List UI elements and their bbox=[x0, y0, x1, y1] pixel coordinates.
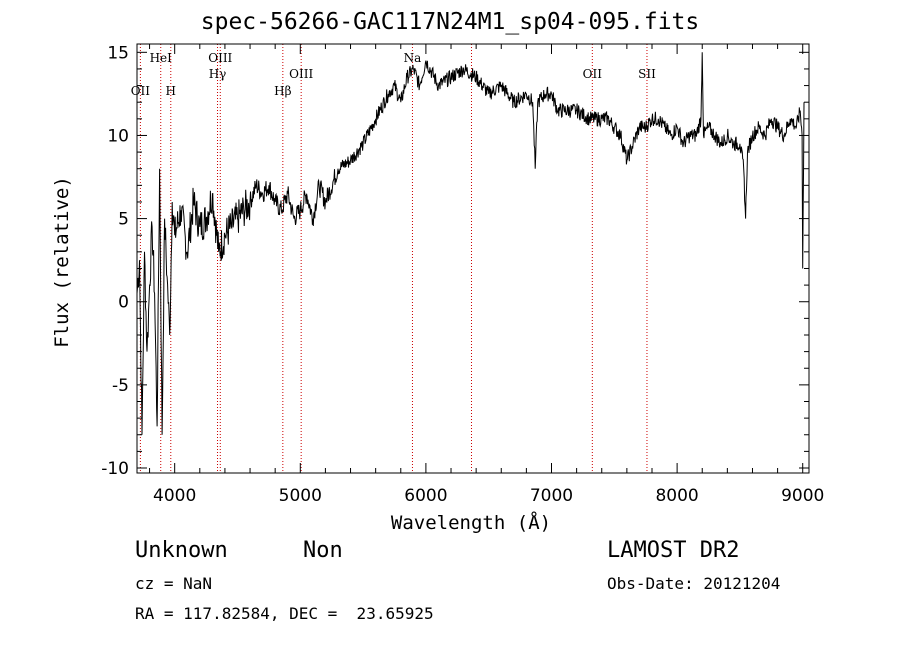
spectral-line-label: H bbox=[166, 84, 176, 98]
spectral-line-label: Hγ bbox=[209, 67, 227, 81]
spectral-line-label: Na bbox=[404, 51, 422, 65]
spectrum-line bbox=[136, 52, 805, 435]
spectral-line-label: OIII bbox=[289, 67, 313, 81]
y-tick-label: -5 bbox=[112, 376, 129, 396]
x-tick-label: 4000 bbox=[153, 486, 196, 506]
obs-date-text: Obs-Date: 20121204 bbox=[607, 574, 781, 593]
object-subclass: Non bbox=[303, 538, 343, 563]
survey-name: LAMOST DR2 bbox=[607, 538, 740, 563]
plot-frame bbox=[136, 43, 810, 474]
y-tick-label: 0 bbox=[118, 293, 129, 313]
y-tick-label: 15 bbox=[107, 43, 129, 63]
spectral-line-label: SII bbox=[638, 67, 656, 81]
x-tick-label: 5000 bbox=[279, 486, 322, 506]
y-tick-label: 10 bbox=[107, 126, 129, 146]
x-axis-label: Wavelength (Å) bbox=[391, 511, 551, 534]
x-tick-label: 6000 bbox=[404, 486, 447, 506]
axis-ticks: 4000 5000 6000 7000 8000 9000 -10 -5 0 5 10 15 bbox=[101, 43, 824, 506]
y-tick-label: 5 bbox=[118, 210, 129, 230]
spectral-line-label: Hβ bbox=[274, 84, 291, 98]
redshift-text: cz = NaN bbox=[135, 574, 213, 593]
spectral-line-label: HeI bbox=[150, 51, 173, 65]
spectral-line-label: OII bbox=[583, 67, 603, 81]
coordinates-text: RA = 117.82584, DEC = 23.65925 bbox=[135, 604, 434, 623]
spectral-line-label: OIII bbox=[208, 51, 232, 65]
chart-title: spec-56266-GAC117N24M1_sp04-095.fits bbox=[200, 9, 700, 35]
y-axis-label: Flux (relative) bbox=[51, 176, 73, 348]
x-tick-label: 7000 bbox=[530, 486, 573, 506]
spectral-line-labels: OII HeI H OIII Hγ Hβ OIII Na OII SII bbox=[131, 51, 656, 98]
spectral-line-label: OII bbox=[131, 84, 151, 98]
y-tick-label: -10 bbox=[101, 459, 129, 479]
object-class: Unknown bbox=[135, 538, 228, 563]
spectrum-series bbox=[136, 52, 805, 435]
x-tick-label: 8000 bbox=[655, 486, 698, 506]
x-tick-label: 9000 bbox=[781, 486, 824, 506]
